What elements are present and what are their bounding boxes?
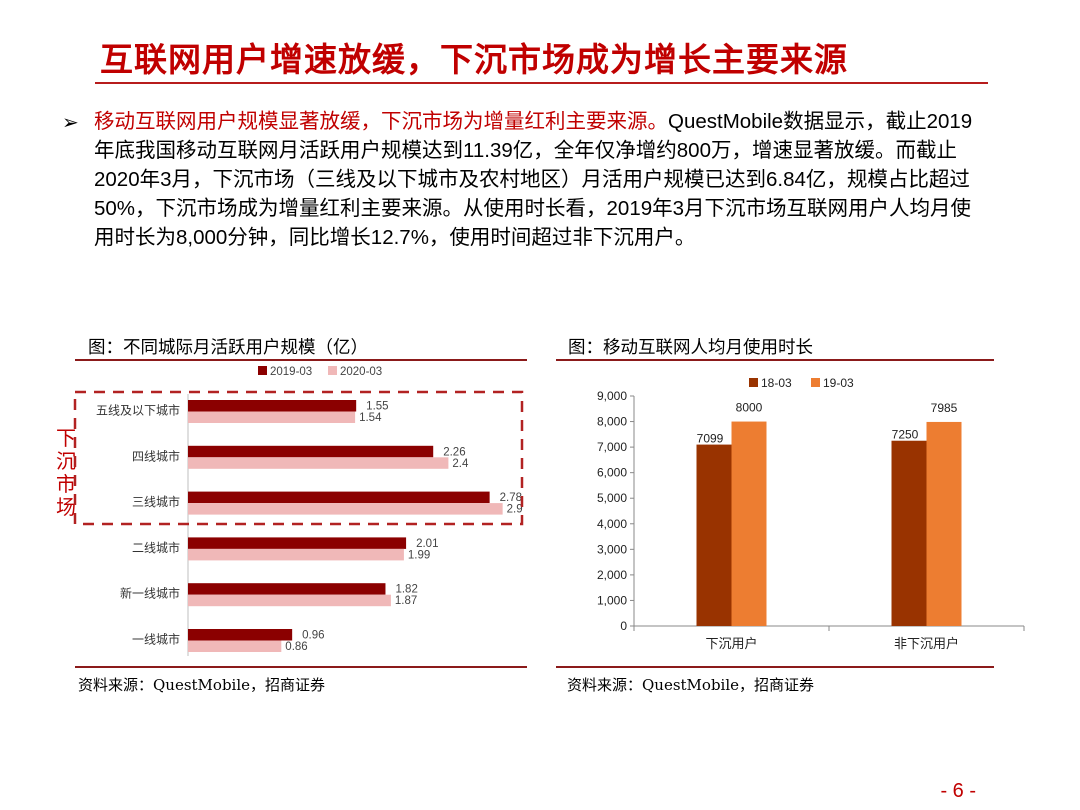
slide-title: 互联网用户增速放缓，下沉市场成为增长主要来源 xyxy=(100,41,848,78)
y-tick-label: 2,000 xyxy=(597,568,627,582)
right-bar-chart: 18-03 19-03 0 1,000 2,000 3,000 4,000 5,000 6,00… xyxy=(597,376,1025,652)
bar-2019-03 xyxy=(188,537,407,549)
legend-label-18-03: 18-03 xyxy=(761,376,792,390)
data-label-2020-03: 2.9 xyxy=(507,504,523,516)
data-label-2020-03: 1.99 xyxy=(408,549,430,561)
legend-swatch-2019-03 xyxy=(258,366,267,375)
right-chart-source: 资料来源：QuestMobile，招商证券 xyxy=(567,676,815,694)
legend-swatch-18-03 xyxy=(749,378,758,387)
y-tick-label: 3,000 xyxy=(597,542,627,556)
bullet-lead: 移动互联网用户规模显著放缓，下沉市场为增量红利主要来源。 xyxy=(94,110,668,133)
y-tick-label: 8,000 xyxy=(597,415,627,429)
data-label-2020-03: 2.4 xyxy=(452,458,469,470)
category-label: 三线城市 xyxy=(132,494,180,509)
data-label-2020-03: 1.54 xyxy=(359,412,382,424)
bar-2020-03 xyxy=(188,640,282,652)
legend-label-19-03: 19-03 xyxy=(823,376,854,390)
bar-19-03 xyxy=(731,421,767,626)
y-tick-label: 9,000 xyxy=(597,389,627,403)
legend-swatch-19-03 xyxy=(811,378,820,387)
bar-2019-03 xyxy=(188,445,434,458)
highlight-dashed-box xyxy=(73,390,524,526)
category-label: 二线城市 xyxy=(132,540,180,555)
bar-2020-03 xyxy=(188,411,356,423)
category-label: 四线城市 xyxy=(132,448,180,463)
y-tick-label: 1,000 xyxy=(597,593,627,607)
bar-2020-03 xyxy=(188,548,404,561)
legend-swatch-2020-03 xyxy=(328,366,337,375)
bar-2019-03 xyxy=(188,629,293,641)
data-label-2019-03: 1.82 xyxy=(395,584,417,596)
bullet-body: QuestMobile数据显示，截止2019年底我国移动互联网月活跃用户规模达到… xyxy=(94,110,973,249)
left-source-divider xyxy=(75,666,527,668)
bar-2020-03 xyxy=(188,594,391,607)
y-tick-label: 7,000 xyxy=(597,440,627,454)
data-label-19-03: 8000 xyxy=(736,401,763,415)
y-tick-label: 6,000 xyxy=(597,466,627,480)
bullet-arrow-icon: ➢ xyxy=(62,112,79,134)
y-tick-label: 4,000 xyxy=(597,517,627,531)
bar-2019-03 xyxy=(188,583,386,595)
title-divider xyxy=(95,82,988,84)
data-label-2019-03: 1.55 xyxy=(366,401,388,413)
left-caption-divider xyxy=(75,359,527,361)
data-label-2020-03: 0.86 xyxy=(285,641,307,653)
right-caption-divider xyxy=(556,359,994,361)
category-label: 下沉用户 xyxy=(705,636,757,652)
category-label: 一线城市 xyxy=(132,632,180,647)
y-tick-label: 5,000 xyxy=(597,491,627,505)
data-label-2019-03: 2.26 xyxy=(443,446,465,458)
data-label-18-03: 7250 xyxy=(892,428,919,442)
data-label-2019-03: 0.96 xyxy=(302,630,324,642)
left-chart-source: 资料来源：QuestMobile，招商证券 xyxy=(78,676,326,694)
data-label-2020-03: 1.87 xyxy=(395,595,417,607)
category-label: 五线及以下城市 xyxy=(96,403,180,418)
bar-2019-03 xyxy=(188,400,357,412)
right-chart-caption: 图：移动互联网人均月使用时长 xyxy=(568,338,813,358)
bar-18-03 xyxy=(696,444,732,626)
y-tick-label: 0 xyxy=(620,619,627,633)
legend-label-2019-03: 2019-03 xyxy=(270,366,312,378)
left-chart-caption: 图：不同城际月活跃用户规模（亿） xyxy=(88,338,368,358)
data-label-19-03: 7985 xyxy=(931,401,958,415)
data-label-2019-03: 2.78 xyxy=(500,492,522,504)
bar-19-03 xyxy=(926,421,962,626)
bar-2020-03 xyxy=(188,457,449,469)
bar-2020-03 xyxy=(188,503,503,515)
data-label-2019-03: 2.01 xyxy=(416,538,438,550)
bullet-paragraph: 移动互联网用户规模显著放缓，下沉市场为增量红利主要来源。QuestMobile数… xyxy=(94,107,984,252)
category-label: 新一线城市 xyxy=(120,586,180,601)
bar-18-03 xyxy=(891,440,927,626)
legend-label-2020-03: 2020-03 xyxy=(340,366,382,378)
data-label-18-03: 7099 xyxy=(697,432,724,446)
page-number: - 6 - xyxy=(940,780,976,802)
bar-2019-03 xyxy=(188,491,490,504)
highlight-side-label: 下沉市场 xyxy=(56,428,76,519)
left-bar-chart: 2019-03 2020-03 五线及以下城市 1.551.54 四线城市 2.262.4… xyxy=(73,366,524,656)
right-source-divider xyxy=(556,666,994,668)
category-label: 非下沉用户 xyxy=(894,636,959,652)
